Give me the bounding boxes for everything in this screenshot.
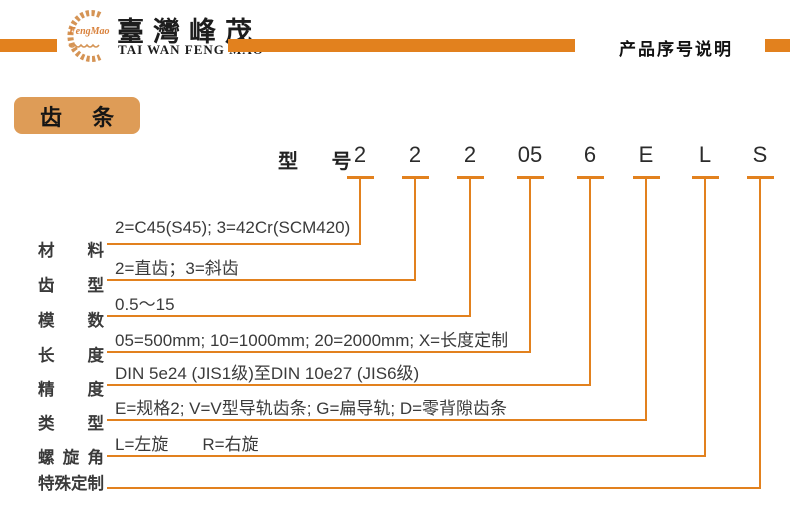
spec-desc-length: 05=500mm; 10=1000mm; 20=2000mm; X=长度定制 (115, 331, 509, 350)
section-title-box: 齿 条 (14, 97, 140, 134)
connector-vline (589, 179, 591, 386)
header-middle-bar (228, 39, 575, 52)
row-underline (107, 315, 471, 317)
connector-tbar (692, 176, 719, 179)
spec-desc-module: 0.5～15 (115, 295, 175, 314)
spec-label-special-custom: 特殊定制 (38, 475, 104, 493)
model-char-tooth-type: 2 (408, 142, 422, 167)
fengmao-logo-icon: FengMao (57, 5, 115, 65)
spec-label-tooth-type: 齿 型 (38, 277, 104, 295)
connector-vline (469, 179, 471, 317)
model-char-custom: S (752, 142, 768, 167)
connector-tbar (577, 176, 604, 179)
spec-label-material: 材 料 (38, 242, 104, 260)
model-char-precision: 6 (583, 142, 597, 167)
row-underline (107, 279, 416, 281)
connector-vline (645, 179, 647, 421)
connector-tbar (633, 176, 660, 179)
spec-label-precision: 精 度 (38, 381, 104, 399)
row-underline (107, 351, 531, 353)
header-right-bar (765, 39, 790, 52)
brand-name-en: TAI WAN FENG MAO (118, 42, 264, 57)
spec-desc-material: 2=C45(S45); 3=42Cr(SCM420) (115, 218, 351, 237)
spec-label-type: 类 型 (38, 415, 104, 433)
row-underline (107, 243, 361, 245)
section-title: 齿 条 (39, 104, 127, 130)
page-title: 产品序号说明 (619, 40, 733, 59)
connector-tbar (347, 176, 374, 179)
spec-desc-precision: DIN 5e24 (JIS1级)至DIN 10e27 (JIS6级) (115, 364, 420, 383)
spec-label-helix-angle: 螺旋角 (38, 449, 104, 467)
model-char-helix: L (698, 142, 712, 167)
spec-desc-helix-angle: L=左旋 R=右旋 (115, 435, 259, 454)
connector-tbar (457, 176, 484, 179)
model-char-material: 2 (353, 142, 367, 167)
connector-tbar (747, 176, 774, 179)
spec-desc-type: E=规格2; V=V型导轨齿条; G=扁导轨; D=零背隙齿条 (115, 399, 508, 418)
connector-vline (759, 179, 761, 489)
connector-tbar (402, 176, 429, 179)
row-underline (107, 487, 761, 489)
spec-label-length: 长 度 (38, 347, 104, 365)
connector-vline (704, 179, 706, 457)
connector-vline (359, 179, 361, 245)
row-underline (107, 419, 647, 421)
connector-vline (529, 179, 531, 353)
row-underline (107, 455, 706, 457)
model-number-label: 型 号 (278, 151, 366, 173)
model-char-length: 05 (517, 142, 543, 167)
row-underline (107, 384, 591, 386)
model-char-module: 2 (463, 142, 477, 167)
header-left-bar (0, 39, 57, 52)
spec-desc-tooth-type: 2=直齿；3=斜齿 (115, 259, 239, 278)
connector-tbar (517, 176, 544, 179)
spec-label-module: 模 数 (38, 312, 104, 330)
logo-script-text: FengMao (68, 26, 110, 37)
connector-vline (414, 179, 416, 281)
model-char-type: E (638, 142, 654, 167)
